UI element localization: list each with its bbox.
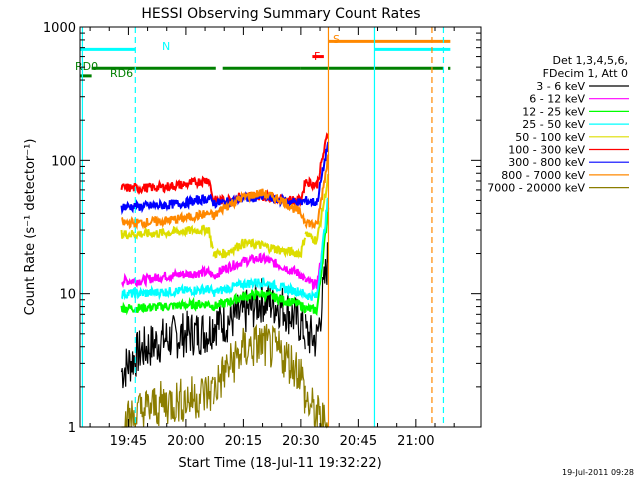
legend-label: 25 - 50 keV bbox=[522, 118, 585, 131]
plot-frame bbox=[79, 26, 482, 428]
state-label-f: F bbox=[314, 50, 320, 63]
series-line bbox=[120, 207, 330, 316]
legend-label: 50 - 100 keV bbox=[515, 131, 585, 144]
legend-label: 12 - 25 keV bbox=[522, 105, 585, 118]
x-tick-label: 20:45 bbox=[340, 434, 377, 449]
x-tick-label: 20:00 bbox=[167, 434, 204, 449]
legend-header-line: FDecim 1, Att 0 bbox=[543, 67, 628, 80]
legend: Det 1,3,4,5,6, FDecim 1, Att 0 3 - 6 keV… bbox=[487, 54, 629, 195]
legend-label: 300 - 800 keV bbox=[508, 156, 585, 169]
legend-label: 7000 - 20000 keV bbox=[487, 182, 585, 195]
x-tick-label: 20:15 bbox=[225, 434, 262, 449]
series-line bbox=[121, 154, 330, 231]
x-axis-label: Start Time (18-Jul-11 19:32:22) bbox=[178, 456, 381, 471]
y-tick-label: 1000 bbox=[43, 21, 76, 36]
state-label-s: S bbox=[333, 33, 340, 46]
state-label-rd6: RD6 bbox=[110, 67, 133, 80]
series-line bbox=[121, 323, 329, 429]
series-line bbox=[120, 173, 330, 260]
y-tick-label: 10 bbox=[59, 288, 76, 303]
y-tick-label: 100 bbox=[51, 154, 76, 169]
footer-timestamp: 19-Jul-2011 09:28 bbox=[562, 468, 634, 477]
legend-label: 6 - 12 keV bbox=[529, 93, 585, 106]
legend-label: 100 - 300 keV bbox=[508, 144, 585, 157]
x-tick-label: 19:45 bbox=[110, 434, 147, 449]
x-tick-label: 20:30 bbox=[282, 434, 319, 449]
x-tick-label: 21:00 bbox=[397, 434, 434, 449]
series-line bbox=[120, 141, 330, 216]
marker-layer bbox=[81, 27, 445, 427]
legend-header-line: Det 1,3,4,5,6, bbox=[552, 54, 628, 67]
legend-label: 3 - 6 keV bbox=[536, 80, 585, 93]
data-layer bbox=[120, 132, 330, 429]
chart-title: HESSI Observing Summary Count Rates bbox=[141, 6, 420, 22]
state-layer: N SF RD0 RD6 bbox=[75, 33, 451, 80]
series-line bbox=[120, 132, 330, 208]
state-label-n: N bbox=[162, 40, 170, 53]
series-line bbox=[120, 242, 329, 389]
axes-layer: 19:45 20:00 20:15 20:30 20:45 21:00 1 10 100 1000 bbox=[43, 21, 481, 449]
series-line bbox=[121, 197, 330, 301]
y-axis-label: Count Rate (s⁻¹ detector⁻¹) bbox=[23, 139, 38, 316]
y-tick-label: 1 bbox=[68, 421, 76, 436]
state-label-rd0: RD0 bbox=[75, 60, 98, 73]
legend-label: 800 - 7000 keV bbox=[501, 169, 585, 182]
